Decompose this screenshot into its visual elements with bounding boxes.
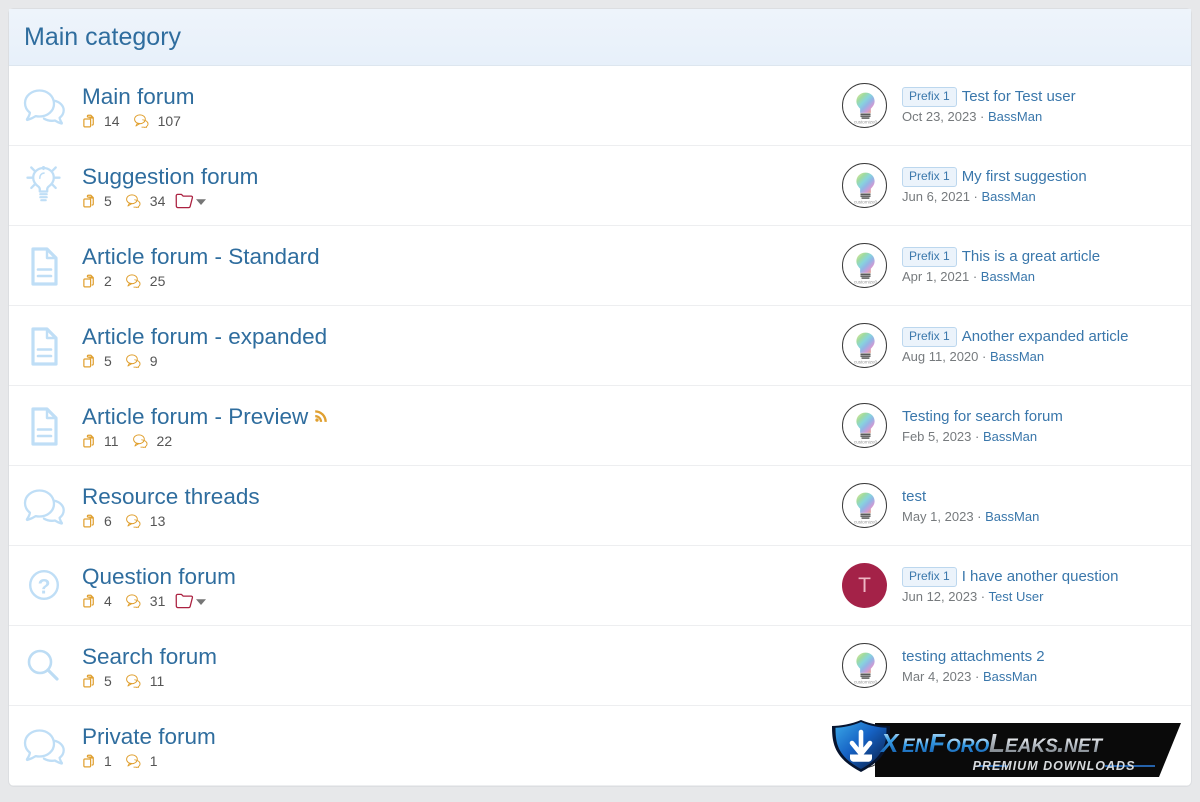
- svg-text:customize0: customize0: [854, 440, 878, 445]
- svg-text:customize0: customize0: [854, 120, 878, 125]
- svg-text:customize0: customize0: [854, 280, 878, 285]
- svg-text:customize0: customize0: [854, 680, 878, 685]
- svg-text:customize0: customize0: [854, 360, 878, 365]
- svg-text:customize0: customize0: [854, 760, 878, 765]
- svg-text:customize0: customize0: [854, 200, 878, 205]
- svg-text:?: ?: [38, 575, 51, 598]
- svg-text:customize0: customize0: [854, 520, 878, 525]
